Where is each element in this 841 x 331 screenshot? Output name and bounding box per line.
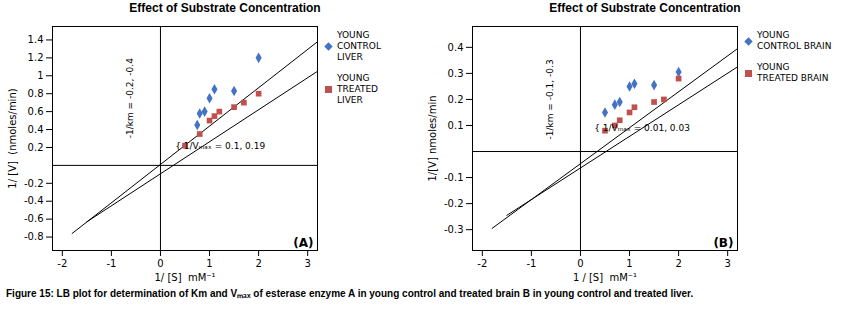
html-text:Effect of Substrate Concentrat: Effect of Substrate Concentration	[129, 1, 321, 15]
svg-text:1: 1	[206, 258, 212, 269]
svg-text:0.4: 0.4	[28, 124, 44, 135]
svg-text:-0.6: -0.6	[24, 213, 44, 224]
html-text:Effect of Substrate Concentrat: Effect of Substrate Concentration	[549, 1, 741, 15]
svg-text:1.4: 1.4	[28, 34, 44, 45]
svg-text:{ 1/Vₘₐₓ = 0.01, 0.03: { 1/Vₘₐₓ = 0.01, 0.03	[594, 123, 690, 133]
svg-text:2: 2	[675, 258, 681, 269]
html-text:YOUNG TREATED LIVER: YOUNG TREATED LIVER	[337, 73, 378, 105]
svg-text:0.2: 0.2	[28, 142, 44, 153]
svg-text:-0.1: -0.1	[444, 172, 464, 183]
svg-text:-0.4: -0.4	[24, 195, 44, 206]
svg-text:0.2: 0.2	[448, 94, 464, 105]
svg-text:3: 3	[724, 258, 730, 269]
svg-text:1/ [S] mM⁻¹: 1/ [S] mM⁻¹	[154, 272, 215, 283]
svg-text:0.4: 0.4	[448, 42, 464, 53]
html-text:Figure 15: LB plot for determi: Figure 15: LB plot for determination of …	[6, 288, 694, 299]
svg-text:-1/km = -0.2, -0.4: -1/km = -0.2, -0.4	[125, 58, 135, 138]
svg-text:1/[V] nmoles/min: 1/[V] nmoles/min	[427, 95, 438, 181]
svg-text:2: 2	[255, 258, 261, 269]
svg-text:-0.2: -0.2	[24, 178, 44, 189]
svg-text:-1: -1	[526, 258, 536, 269]
svg-text:1.2: 1.2	[28, 52, 44, 63]
svg-text:0: 0	[577, 258, 583, 269]
svg-text:{ 1/Vₘₐₓ = 0.1, 0.19: { 1/Vₘₐₓ = 0.1, 0.19	[175, 141, 265, 151]
html-text:YOUNG CONTROL LIVER: YOUNG CONTROL LIVER	[337, 30, 381, 62]
svg-text:0: 0	[157, 258, 163, 269]
svg-text:1: 1	[626, 258, 632, 269]
svg-text:-2: -2	[477, 258, 487, 269]
svg-text:1 / [S] mM⁻¹: 1 / [S] mM⁻¹	[573, 272, 637, 283]
svg-text:0.8: 0.8	[28, 88, 44, 99]
svg-text:-0.8: -0.8	[24, 231, 44, 242]
svg-text:1: 1	[37, 70, 43, 81]
svg-text:(A): (A)	[293, 236, 313, 250]
html-text:YOUNG CONTROL BRAIN: YOUNG CONTROL BRAIN	[757, 30, 832, 51]
svg-text:0.3: 0.3	[448, 68, 464, 79]
svg-text:0.1: 0.1	[448, 120, 464, 131]
svg-text:-1/km = -0.1, -0.3: -1/km = -0.1, -0.3	[545, 59, 555, 139]
svg-text:1/ [V] (nmoles/min): 1/ [V] (nmoles/min)	[7, 88, 18, 188]
svg-text:-0.3: -0.3	[444, 224, 464, 235]
svg-text:0.6: 0.6	[28, 106, 44, 117]
svg-text:-1: -1	[106, 258, 116, 269]
svg-text:3: 3	[304, 258, 310, 269]
html-text:YOUNG TREATED BRAIN: YOUNG TREATED BRAIN	[757, 62, 829, 83]
svg-text:-0.2: -0.2	[444, 198, 464, 209]
svg-text:-2: -2	[57, 258, 67, 269]
svg-text:(B): (B)	[713, 236, 733, 250]
